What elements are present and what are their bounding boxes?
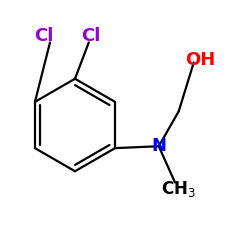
Text: CH$_3$: CH$_3$	[161, 179, 196, 199]
Text: Cl: Cl	[34, 27, 54, 45]
Text: N: N	[151, 137, 166, 155]
Text: Cl: Cl	[82, 27, 101, 45]
Text: OH: OH	[185, 51, 215, 69]
